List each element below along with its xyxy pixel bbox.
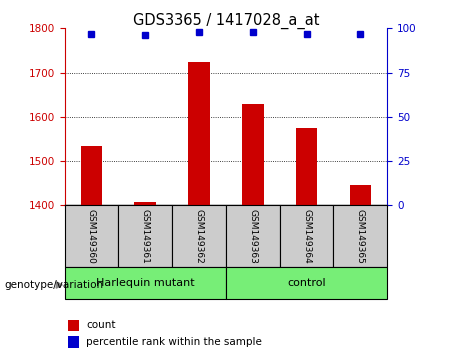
Text: percentile rank within the sample: percentile rank within the sample [86, 337, 262, 347]
Bar [65, 205, 118, 267]
Text: Harlequin mutant: Harlequin mutant [96, 278, 195, 288]
Bar [172, 205, 226, 267]
Text: genotype/variation: genotype/variation [5, 280, 104, 290]
Text: GSM149361: GSM149361 [141, 209, 150, 264]
Bar [242, 103, 264, 205]
Text: GSM149360: GSM149360 [87, 209, 96, 264]
Text: GDS3365 / 1417028_a_at: GDS3365 / 1417028_a_at [133, 12, 319, 29]
Bar [135, 202, 156, 205]
Text: GSM149365: GSM149365 [356, 209, 365, 264]
Bar [68, 336, 79, 348]
Text: GSM149364: GSM149364 [302, 209, 311, 264]
Bar [333, 205, 387, 267]
Bar [280, 205, 333, 267]
Bar [226, 205, 280, 267]
Bar [349, 185, 371, 205]
Text: control: control [287, 278, 326, 288]
Text: GSM149363: GSM149363 [248, 209, 257, 264]
Bar [226, 267, 387, 299]
Bar [65, 267, 226, 299]
Bar [68, 320, 79, 331]
Text: GSM149362: GSM149362 [195, 209, 203, 264]
Text: count: count [86, 320, 116, 330]
Bar [118, 205, 172, 267]
Bar [296, 128, 317, 205]
Bar [81, 145, 102, 205]
Bar [188, 62, 210, 205]
